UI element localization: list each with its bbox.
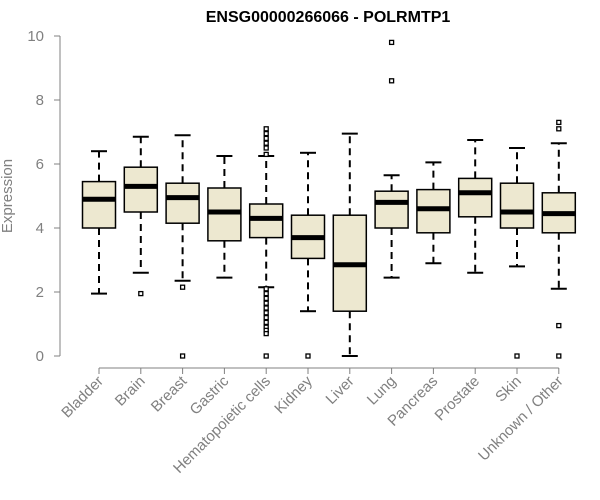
outlier-point bbox=[556, 353, 562, 359]
x-tick-label: Liver bbox=[323, 373, 358, 408]
outlier-point bbox=[263, 330, 269, 337]
x-tick-label: Skin bbox=[492, 373, 525, 406]
box-iqr bbox=[499, 182, 535, 229]
box-group bbox=[457, 139, 493, 274]
outlier-point bbox=[263, 314, 269, 321]
outlier-point bbox=[263, 151, 269, 158]
box-group bbox=[123, 135, 159, 297]
outlier-point bbox=[556, 119, 562, 126]
y-tick-label: 2 bbox=[36, 284, 44, 301]
box-group bbox=[499, 147, 535, 359]
outlier-point bbox=[388, 39, 395, 46]
outlier-point bbox=[263, 126, 269, 132]
box-iqr bbox=[81, 180, 117, 229]
outlier-point bbox=[263, 145, 269, 151]
box-group bbox=[541, 119, 577, 359]
box-group bbox=[248, 126, 284, 359]
y-tick-label: 8 bbox=[36, 92, 44, 109]
x-tick-label: Prostate bbox=[431, 373, 483, 425]
y-axis-label: Expression bbox=[0, 159, 16, 233]
outlier-point bbox=[263, 286, 269, 292]
outlier-point bbox=[556, 126, 562, 132]
box-group bbox=[165, 134, 200, 359]
y-tick-label: 10 bbox=[27, 28, 44, 45]
y-tick-label: 0 bbox=[36, 348, 44, 365]
box-iqr bbox=[457, 177, 493, 218]
outlier-point bbox=[138, 290, 144, 297]
x-tick-label: Lung bbox=[364, 373, 400, 409]
x-tick-label: Bladder bbox=[58, 373, 107, 422]
box-iqr bbox=[165, 182, 200, 224]
y-tick-label: 6 bbox=[36, 156, 44, 173]
box-group bbox=[332, 132, 368, 357]
outlier-point bbox=[305, 353, 311, 359]
box-series bbox=[81, 39, 577, 359]
outlier-point bbox=[263, 135, 269, 142]
box-group bbox=[81, 150, 117, 295]
outlier-point bbox=[263, 300, 269, 306]
box-group bbox=[290, 151, 326, 359]
outlier-point bbox=[263, 319, 269, 326]
box-group bbox=[416, 161, 451, 265]
box-iqr bbox=[374, 190, 409, 229]
outlier-point bbox=[179, 353, 186, 359]
box-iqr bbox=[123, 166, 159, 213]
outlier-point bbox=[388, 78, 395, 84]
outlier-point bbox=[263, 140, 269, 146]
x-tick-label: Kidney bbox=[271, 372, 316, 417]
outlier-point bbox=[179, 284, 186, 290]
outlier-point bbox=[263, 130, 269, 137]
chart-title: ENSG00000266066 - POLRMTP1 bbox=[206, 9, 451, 26]
box-group bbox=[207, 155, 242, 279]
outlier-point bbox=[263, 290, 269, 297]
y-axis: 0 2 4 6 8 10 bbox=[27, 28, 61, 365]
outlier-point bbox=[514, 353, 520, 359]
y-tick-label: 4 bbox=[36, 220, 44, 237]
box-group bbox=[374, 39, 409, 279]
outlier-point bbox=[263, 305, 269, 311]
outlier-point bbox=[263, 310, 269, 316]
outlier-point bbox=[263, 353, 269, 359]
x-tick-label: Brain bbox=[112, 373, 149, 410]
x-tick-label: Breast bbox=[148, 372, 191, 415]
outlier-point bbox=[556, 322, 562, 329]
outlier-point bbox=[263, 295, 269, 302]
